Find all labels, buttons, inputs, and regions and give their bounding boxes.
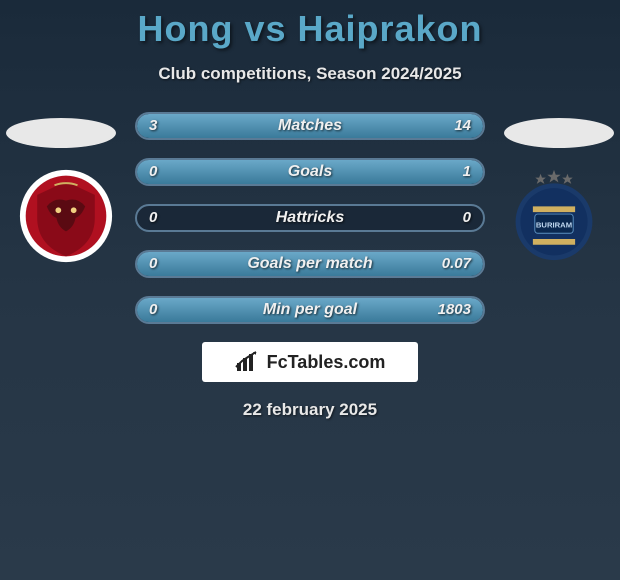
stat-label: Goals per match bbox=[137, 252, 483, 276]
stat-row: 3Matches14 bbox=[135, 112, 485, 140]
stat-label: Matches bbox=[137, 114, 483, 138]
stars-icon bbox=[535, 170, 572, 184]
stat-value-right: 1803 bbox=[438, 298, 471, 322]
page-subtitle: Club competitions, Season 2024/2025 bbox=[0, 64, 620, 84]
comparison-date: 22 february 2025 bbox=[0, 400, 620, 420]
stat-label: Hattricks bbox=[137, 206, 483, 230]
stats-rows: 3Matches140Goals10Hattricks00Goals per m… bbox=[135, 112, 485, 324]
country-flag-right bbox=[504, 118, 614, 148]
stat-value-right: 1 bbox=[463, 160, 471, 184]
stat-row: 0Goals1 bbox=[135, 158, 485, 186]
stat-value-right: 0 bbox=[463, 206, 471, 230]
chart-bars-icon bbox=[235, 351, 261, 373]
branding-text: FcTables.com bbox=[267, 352, 386, 373]
stat-value-right: 0.07 bbox=[442, 252, 471, 276]
stat-row: 0Min per goal1803 bbox=[135, 296, 485, 324]
stat-label: Goals bbox=[137, 160, 483, 184]
stat-row: 0Hattricks0 bbox=[135, 204, 485, 232]
stat-value-right: 14 bbox=[454, 114, 471, 138]
branding-plate: FcTables.com bbox=[202, 342, 418, 382]
page-title: Hong vs Haiprakon bbox=[0, 0, 620, 50]
stat-label: Min per goal bbox=[137, 298, 483, 322]
svg-text:BURIRAM: BURIRAM bbox=[536, 221, 572, 230]
stat-row: 0Goals per match0.07 bbox=[135, 250, 485, 278]
club-badge-left bbox=[18, 168, 114, 264]
club-badge-right: BURIRAM bbox=[506, 168, 602, 264]
country-flag-left bbox=[6, 118, 116, 148]
comparison-arena: BURIRAM 3Matches140Goals10Hattricks00Goa… bbox=[0, 112, 620, 324]
